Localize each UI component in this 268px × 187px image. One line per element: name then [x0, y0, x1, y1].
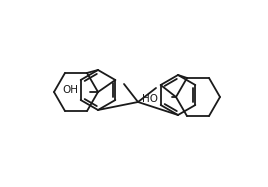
- Text: OH: OH: [62, 85, 78, 95]
- Text: HO: HO: [142, 94, 158, 104]
